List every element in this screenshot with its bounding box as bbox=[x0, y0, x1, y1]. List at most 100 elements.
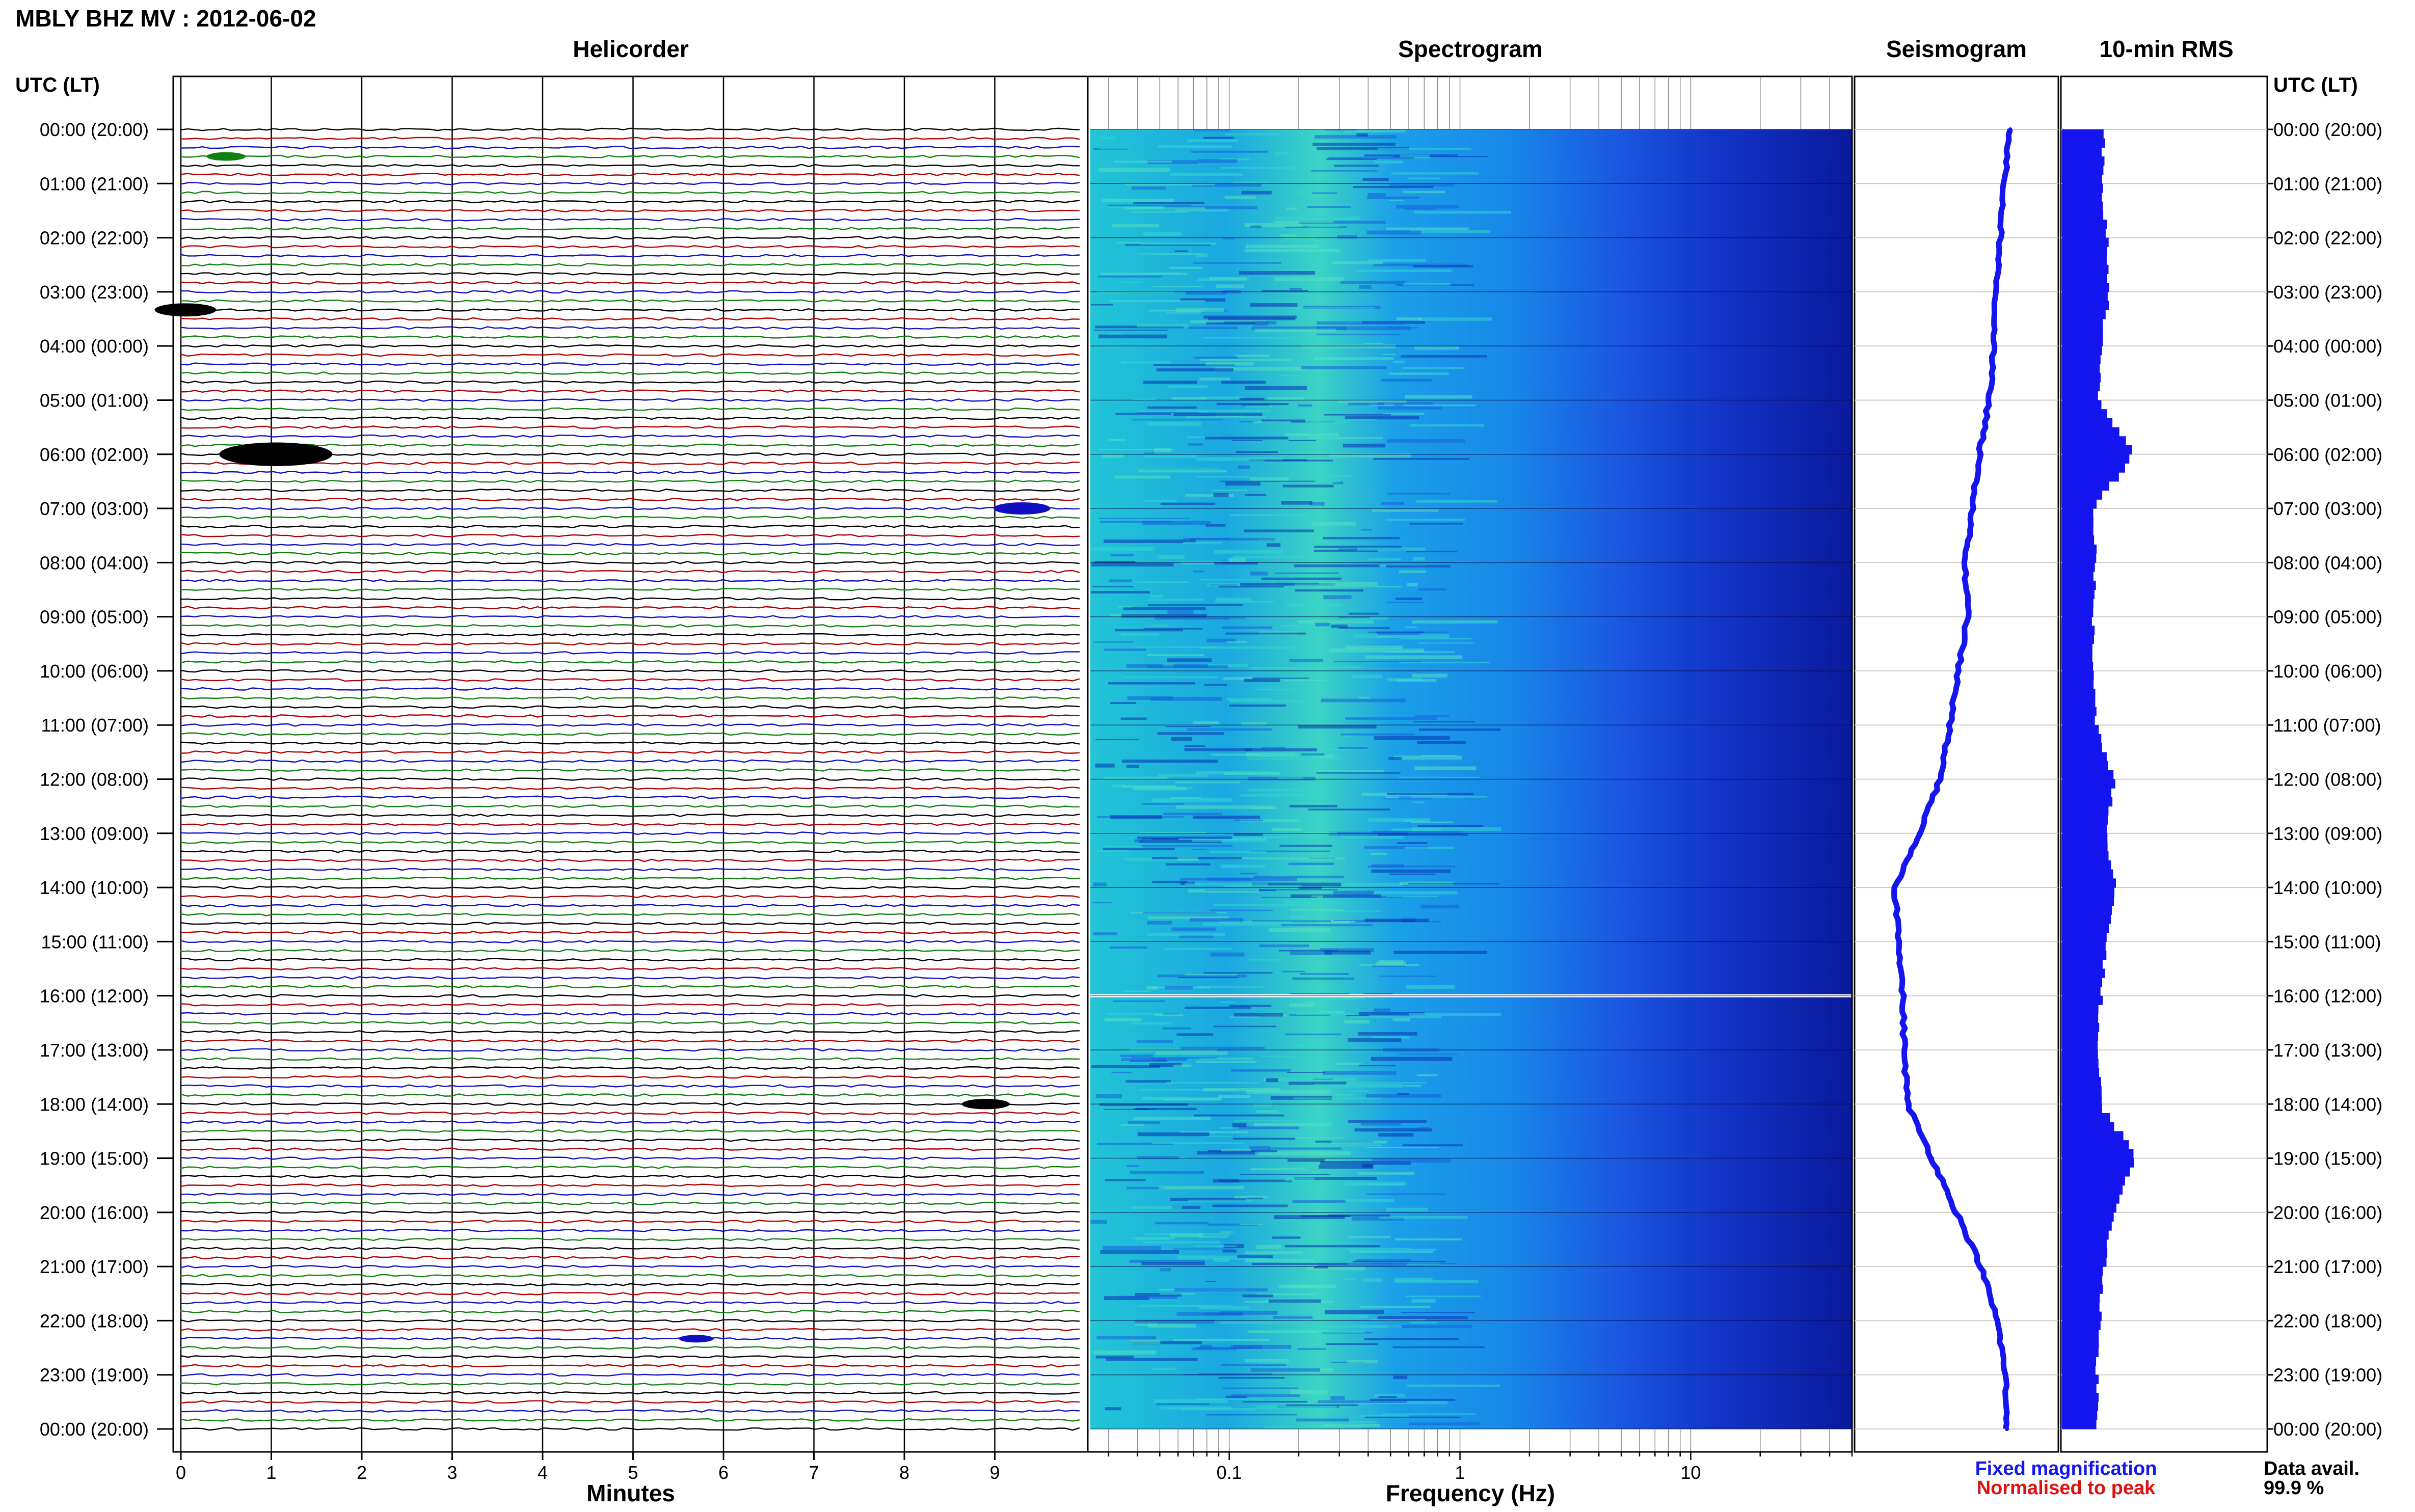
spectrogram-band bbox=[1345, 645, 1403, 650]
spectrogram-band bbox=[1250, 850, 1330, 852]
spectrogram-band bbox=[1385, 796, 1400, 799]
spectrogram-band bbox=[1186, 291, 1226, 295]
time-label-left: 06:00 (02:00) bbox=[40, 444, 149, 465]
spectrogram-band bbox=[1151, 1058, 1187, 1061]
spectrogram-band bbox=[1144, 455, 1197, 458]
spectrogram-band bbox=[1399, 1054, 1458, 1055]
rms-bar bbox=[2062, 220, 2107, 229]
spectrogram-band bbox=[1264, 1426, 1361, 1429]
helicorder-trace bbox=[180, 362, 1080, 366]
spectrogram-band bbox=[1243, 1401, 1307, 1403]
spectrogram-band bbox=[1098, 168, 1170, 172]
spectrogram-band bbox=[1417, 825, 1484, 827]
spectrogram-band bbox=[1361, 529, 1372, 531]
spectrogram-band bbox=[1334, 1094, 1354, 1096]
helicorder-trace bbox=[180, 1418, 1080, 1422]
spectrogram-band bbox=[1284, 1245, 1380, 1248]
spectrogram-band bbox=[1199, 377, 1231, 381]
spectrogram-band bbox=[1372, 830, 1463, 833]
spectrogram-band bbox=[1177, 1255, 1268, 1260]
spectrogram-band bbox=[1352, 674, 1383, 679]
spectrogram-band bbox=[1186, 416, 1266, 418]
spectrogram-band bbox=[1389, 372, 1449, 375]
spectrogram-band bbox=[1399, 661, 1490, 664]
spectrogram-band bbox=[1237, 1255, 1273, 1258]
spectrogram-band bbox=[1272, 828, 1302, 831]
helicorder-trace bbox=[180, 1030, 1080, 1034]
seismogram-point bbox=[1956, 668, 1961, 673]
spectrogram-band bbox=[1296, 1418, 1349, 1422]
spectrogram-band bbox=[1104, 539, 1196, 543]
spectrogram-band bbox=[1314, 357, 1394, 360]
spectrogram-band bbox=[1371, 1057, 1453, 1061]
spectrogram-band bbox=[1234, 819, 1263, 822]
spectrogram-band bbox=[1242, 1294, 1273, 1298]
spectrogram-band bbox=[1298, 620, 1374, 624]
spectrogram-band bbox=[1250, 303, 1298, 307]
spectrogram-band bbox=[1296, 191, 1326, 194]
spectrogram-band bbox=[1137, 323, 1189, 328]
spectrogram-band bbox=[1152, 286, 1203, 287]
spectrogram-band bbox=[1218, 1377, 1285, 1379]
spectrogram-band bbox=[1288, 1132, 1320, 1135]
spectrogram-band bbox=[1254, 321, 1268, 326]
spectrogram-band bbox=[1323, 537, 1400, 539]
spectrogram-band bbox=[1377, 632, 1420, 635]
spectrogram-band bbox=[1241, 722, 1267, 725]
spectrogram-band bbox=[1345, 1199, 1394, 1202]
helicorder-trace bbox=[180, 200, 1080, 204]
spectrogram-band bbox=[1169, 266, 1202, 269]
spectrogram-band bbox=[1403, 283, 1451, 286]
rms-bar bbox=[2062, 201, 2103, 211]
spectrogram-band bbox=[1205, 362, 1254, 366]
spectrogram-band bbox=[1417, 642, 1474, 644]
spectrogram-band bbox=[1367, 558, 1401, 561]
spectrogram-band bbox=[1216, 403, 1289, 406]
spectrogram-band bbox=[1203, 315, 1297, 319]
rms-bar bbox=[2062, 490, 2103, 500]
spectrogram-band bbox=[1099, 1103, 1189, 1106]
rms-bar bbox=[2062, 228, 2106, 238]
spectrogram-band bbox=[1220, 1127, 1233, 1129]
helicorder-trace bbox=[180, 939, 1080, 943]
time-label-right: 22:00 (18:00) bbox=[2273, 1310, 2382, 1331]
time-label-right: 00:00 (20:00) bbox=[2273, 1419, 2382, 1440]
time-label-right: 11:00 (07:00) bbox=[2273, 715, 2381, 736]
spectrogram-band bbox=[1207, 877, 1297, 881]
rms-bar bbox=[2062, 1022, 2100, 1032]
spectrogram-band bbox=[1340, 733, 1414, 736]
helicorder-trace bbox=[180, 931, 1080, 935]
spectrogram-band bbox=[1110, 554, 1134, 557]
spectrogram-band bbox=[1323, 1423, 1380, 1427]
spectrogram-band bbox=[1286, 207, 1297, 210]
rms-bar bbox=[2062, 562, 2095, 572]
spectrogram-band bbox=[1211, 753, 1260, 756]
helicorder-tick-label: 0 bbox=[176, 1462, 186, 1483]
rms-bar bbox=[2062, 716, 2095, 725]
spectrogram-band bbox=[1231, 440, 1263, 441]
spectrogram-band bbox=[1338, 627, 1390, 629]
spectrogram-band bbox=[1231, 1069, 1291, 1072]
spectrogram-band bbox=[1371, 853, 1387, 855]
spectrogram-band bbox=[1229, 704, 1286, 707]
rms-bar bbox=[2062, 1347, 2099, 1357]
rms-bar bbox=[2062, 328, 2103, 337]
time-label-left: 18:00 (14:00) bbox=[40, 1094, 149, 1115]
rms-bar bbox=[2062, 1185, 2123, 1195]
spectrogram-band bbox=[1205, 437, 1289, 440]
helicorder-trace bbox=[180, 1409, 1080, 1413]
spectrogram-band bbox=[1292, 977, 1354, 980]
spectrogram-band bbox=[1311, 170, 1378, 172]
spectrogram-band bbox=[1255, 688, 1294, 691]
rms-bar bbox=[2062, 887, 2114, 897]
spectrogram-band bbox=[1402, 367, 1465, 369]
spectrogram-band bbox=[1179, 1131, 1248, 1133]
helicorder-trace bbox=[180, 750, 1080, 754]
spectrogram-band bbox=[1295, 589, 1363, 592]
spectrogram-band bbox=[1117, 606, 1133, 608]
helicorder-trace bbox=[180, 741, 1080, 745]
spectrogram-band bbox=[1133, 398, 1156, 400]
spectrogram-band bbox=[1301, 1032, 1330, 1034]
spectrogram-band bbox=[1322, 1071, 1397, 1075]
rms-bar bbox=[2062, 1203, 2116, 1213]
